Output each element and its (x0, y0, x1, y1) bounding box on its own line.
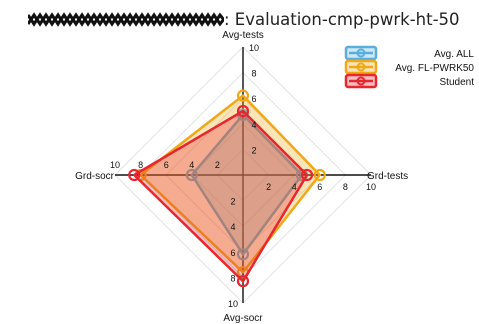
tick-label: 8 (251, 69, 256, 79)
chart-title: : Evaluation-cmp-pwrk-ht-50 (26, 8, 460, 30)
tick-label: 2 (266, 182, 271, 192)
series-point (128, 168, 141, 182)
series-point (236, 89, 250, 102)
legend-label: Avg. FL-PWRK50 (395, 63, 474, 74)
tick-label: 6 (317, 182, 322, 192)
legend-label: Student (440, 77, 475, 88)
series-point (236, 248, 250, 261)
legend-label: Avg. ALL (434, 49, 474, 60)
tick-label: 4 (292, 182, 297, 192)
chart-title-text: : Evaluation-cmp-pwrk-ht-50 (224, 9, 460, 29)
tick-label: 10 (110, 160, 120, 170)
tick-label: 6 (164, 160, 169, 170)
series-point (313, 168, 326, 182)
tick-label: 10 (366, 182, 376, 192)
tick-label: 10 (249, 43, 259, 53)
legend-item: Avg. FL-PWRK50 (344, 59, 474, 75)
tick-label: 10 (228, 299, 238, 309)
tick-label: 6 (230, 248, 235, 258)
tick-label: 2 (215, 160, 220, 170)
legend-marker (356, 76, 366, 86)
tick-label: 4 (189, 160, 194, 170)
series-area (132, 109, 309, 283)
redaction-scribble (26, 11, 226, 27)
axis-label-grd_tests: Grd-tests (367, 171, 408, 182)
axis-label-avg_socr: Avg-socr (223, 313, 263, 324)
tick-label: 8 (343, 182, 348, 192)
radar-series (128, 89, 326, 288)
series-point (236, 275, 250, 288)
tick-label: 2 (251, 145, 256, 155)
legend-item: Avg. ALL (344, 45, 474, 61)
chart-legend: Avg. ALL Avg. FL-PWRK50 Student (344, 45, 475, 89)
series-point (185, 168, 198, 182)
series-2 (128, 104, 314, 288)
axis-label-avg_tests: Avg-tests (222, 30, 264, 41)
tick-label: 2 (230, 197, 235, 207)
tick-label: 8 (230, 273, 235, 283)
redacted-title-prefix (26, 11, 226, 27)
tick-label: 6 (251, 94, 256, 104)
axis-label-grd_socr: Grd-socr (75, 171, 115, 182)
tick-label: 8 (138, 160, 143, 170)
legend-item: Student (344, 73, 475, 89)
tick-label: 4 (230, 222, 235, 232)
series-point (236, 104, 250, 118)
series-point (300, 168, 314, 182)
legend-marker (356, 62, 366, 72)
radar-ticks: 2 2 2 2 4 4 4 4 6 6 6 6 8 8 8 8 10 10 10 10 (110, 43, 376, 309)
legend-marker (356, 48, 366, 58)
tick-label: 4 (251, 120, 256, 130)
radar-axis-labels: Avg-tests Grd-tests Avg-socr Grd-socr (75, 30, 408, 324)
series-area (190, 113, 304, 256)
